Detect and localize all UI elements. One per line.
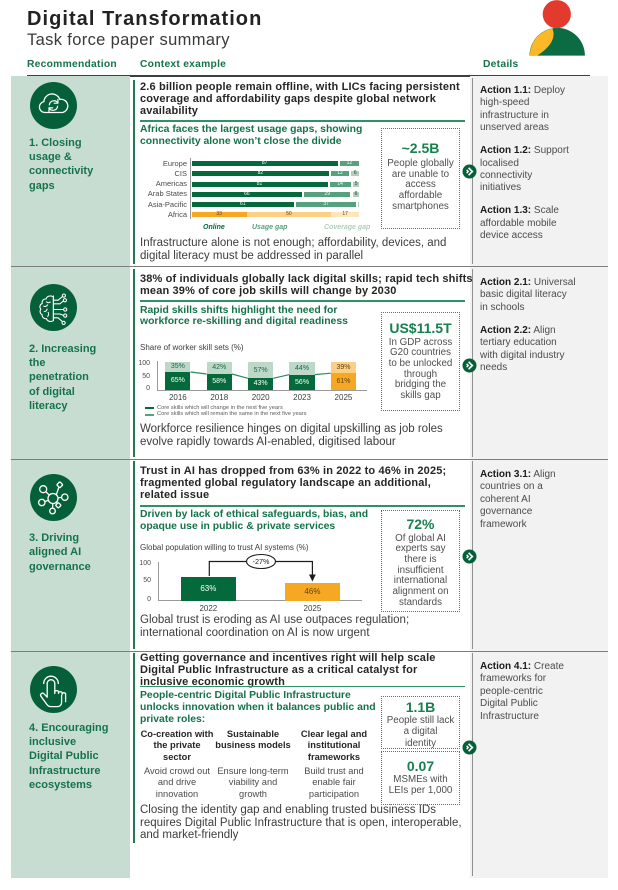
svg-text:-27%: -27% xyxy=(253,557,270,566)
